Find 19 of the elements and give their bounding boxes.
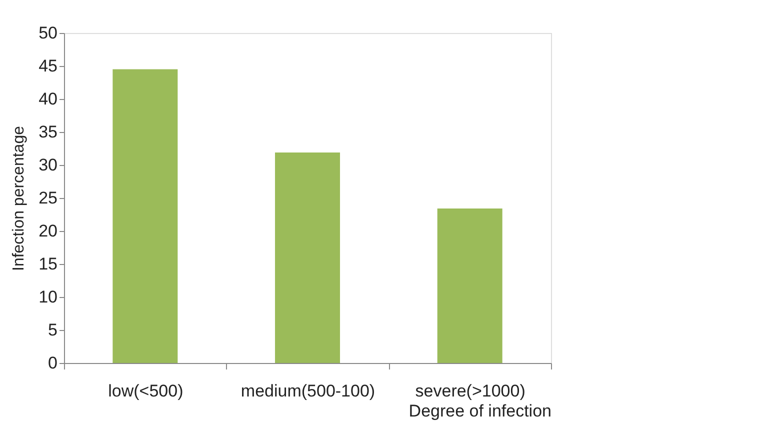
- y-axis-title: Infection percentage: [10, 126, 28, 271]
- y-tick-label: 30: [38, 156, 58, 174]
- y-tick-label: 35: [38, 122, 58, 142]
- y-tick-label: 25: [38, 188, 58, 208]
- bar: [275, 152, 340, 363]
- x-tick-label: severe(>1000): [415, 382, 526, 400]
- y-tick-label: 5: [48, 320, 58, 340]
- y-tick-label: 20: [38, 222, 58, 240]
- y-tick-label: 45: [38, 56, 58, 76]
- x-tick-label: medium(500-100): [240, 382, 376, 400]
- x-tick-label: low(<500): [108, 382, 184, 400]
- x-axis-title: Degree of infection: [408, 402, 552, 420]
- y-tick-label: 15: [38, 254, 58, 274]
- bar: [437, 208, 502, 363]
- y-tick-label: 10: [38, 288, 58, 306]
- bar: [112, 69, 178, 363]
- y-tick-label: 0: [48, 354, 58, 372]
- y-tick-label: 40: [38, 90, 58, 108]
- y-tick-label: 50: [38, 24, 58, 42]
